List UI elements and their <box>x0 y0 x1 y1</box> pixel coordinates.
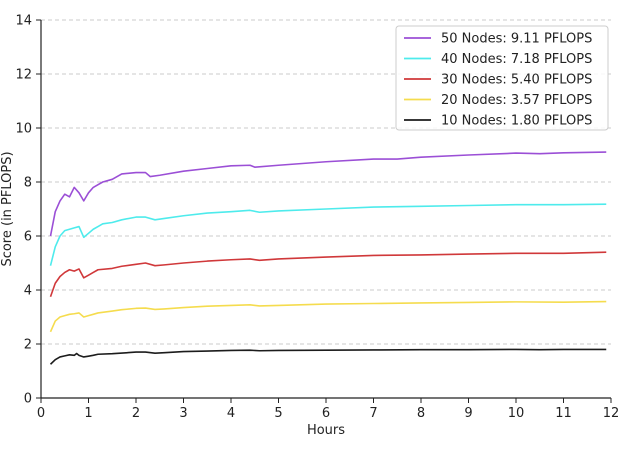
legend-box <box>395 25 609 131</box>
x-tick-label: 2 <box>132 406 140 421</box>
y-tick-label: 12 <box>15 68 32 83</box>
legend-entry-label: 40 Nodes: 7.18 PFLOPS <box>441 52 592 67</box>
series-line-2 <box>49 203 607 266</box>
y-ticks: 0 2 4 6 8 10 12 14 <box>15 14 41 407</box>
legend-entry-label: 20 Nodes: 3.57 PFLOPS <box>441 93 592 108</box>
y-tick-label: 0 <box>24 392 32 407</box>
x-tick-label: 4 <box>227 406 235 421</box>
x-tick-label: 1 <box>84 406 92 421</box>
series-line-5 <box>49 348 607 365</box>
x-tick-label: 9 <box>464 406 472 421</box>
series-lines <box>49 151 607 365</box>
series-line-3 <box>49 251 607 298</box>
series-line-4 <box>49 300 607 333</box>
x-tick-label: 7 <box>369 406 377 421</box>
x-tick-label: 3 <box>179 406 187 421</box>
series-line-1 <box>49 151 607 237</box>
y-axis-label: Score (in PFLOPS) <box>0 151 15 266</box>
legend-entry-label: 10 Nodes: 1.80 PFLOPS <box>441 114 592 129</box>
x-ticks: 0 1 2 3 4 5 6 7 8 9 10 11 12 <box>37 398 619 421</box>
x-tick-label: 10 <box>508 406 525 421</box>
x-tick-label: 8 <box>417 406 425 421</box>
legend-entry-label: 50 Nodes: 9.11 PFLOPS <box>441 32 592 47</box>
x-tick-label: 11 <box>555 406 572 421</box>
y-tick-label: 2 <box>24 338 32 353</box>
x-tick-label: 0 <box>37 406 45 421</box>
x-tick-label: 5 <box>274 406 282 421</box>
x-axis-label: Hours <box>307 423 345 438</box>
x-tick-label: 12 <box>603 406 620 421</box>
y-tick-label: 10 <box>15 122 32 137</box>
legend: 50 Nodes: 9.11 PFLOPS 40 Nodes: 7.18 PFLO… <box>395 25 609 131</box>
y-tick-label: 4 <box>24 284 32 299</box>
gridlines <box>41 19 611 345</box>
legend-entry-label: 30 Nodes: 5.40 PFLOPS <box>441 73 592 88</box>
y-tick-label: 8 <box>24 176 32 191</box>
y-tick-label: 14 <box>15 14 32 29</box>
y-tick-label: 6 <box>24 230 32 245</box>
x-tick-label: 6 <box>322 406 330 421</box>
